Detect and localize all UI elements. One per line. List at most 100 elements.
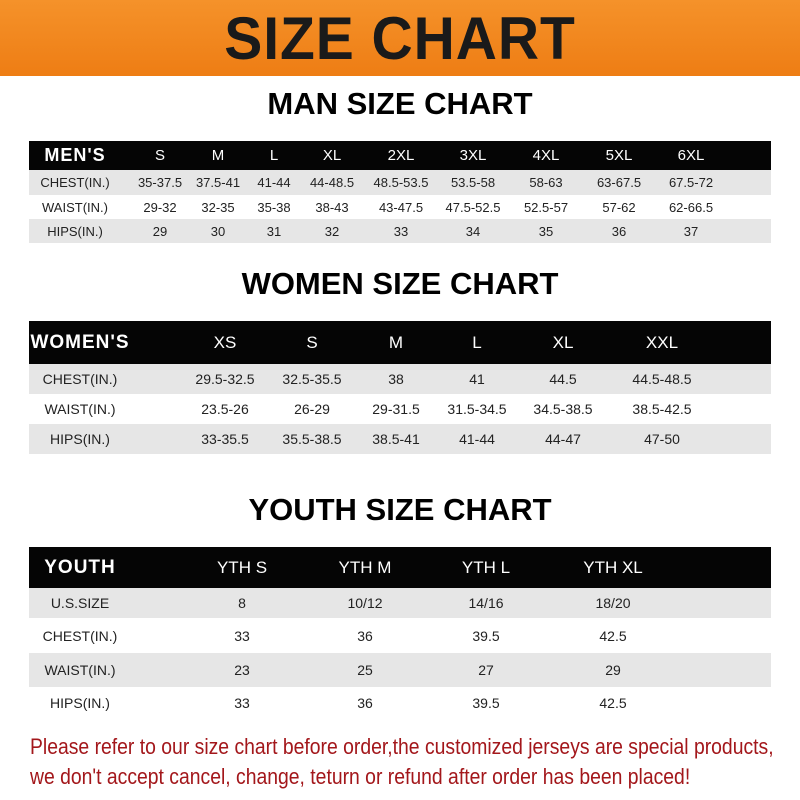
measurement-label: WAIST(IN.) xyxy=(42,199,108,215)
size-header-cell: XL xyxy=(552,332,574,352)
measurement-value: 10/12 xyxy=(347,595,383,611)
measurement-value: 29 xyxy=(605,662,621,678)
measurement-value: 29-32 xyxy=(143,199,177,215)
measurement-value: 23 xyxy=(234,662,250,678)
size-header-cell: XL xyxy=(322,147,342,164)
measurement-value: 34.5-38.5 xyxy=(533,401,593,417)
youth-section-title: YOUTH SIZE CHART xyxy=(248,492,552,527)
table-row: WAIST(IN.) 29-32 32-35 35-38 38-43 43-47.5 47.… xyxy=(29,195,771,219)
women-section-title: WOMEN SIZE CHART xyxy=(241,266,559,301)
measurement-value: 34 xyxy=(465,223,481,239)
measurement-label: HIPS(IN.) xyxy=(50,431,110,447)
measurement-value: 38.5-42.5 xyxy=(632,401,692,417)
measurement-value: 52.5-57 xyxy=(523,199,569,215)
size-header-cell: M xyxy=(388,332,404,352)
measurement-label: WAIST(IN.) xyxy=(44,662,116,678)
table-row: WAIST(IN.) 23 25 27 29 xyxy=(29,653,771,687)
measurement-value: 43-47.5 xyxy=(378,199,424,215)
measurement-label: HIPS(IN.) xyxy=(47,223,103,239)
size-header-cell: 3XL xyxy=(459,147,487,164)
measurement-value: 44-48.5 xyxy=(309,175,355,190)
measurement-value: 41 xyxy=(469,371,485,387)
measurement-label: CHEST(IN.) xyxy=(40,175,110,190)
size-header-cell: YTH S xyxy=(216,557,268,577)
measurement-value: 23.5-26 xyxy=(201,401,249,417)
size-header-cell: S xyxy=(306,332,318,352)
table-row: CHEST(IN.) 33 36 39.5 42.5 xyxy=(29,618,771,653)
measurement-value: 44.5-48.5 xyxy=(632,371,692,387)
measurement-value: 32 xyxy=(324,223,340,239)
table-row: CHEST(IN.) 35-37.5 37.5-41 41-44 44-48.5 48.5… xyxy=(29,170,771,195)
size-header-cell: S xyxy=(154,147,166,164)
measurement-value: 33 xyxy=(393,223,409,239)
measurement-value: 41-44 xyxy=(459,431,495,447)
measurement-value: 14/16 xyxy=(468,595,504,611)
measurement-value: 36 xyxy=(357,694,373,711)
men-section-title: MAN SIZE CHART xyxy=(267,86,533,121)
measurement-value: 62-66.5 xyxy=(668,199,714,215)
measurement-value: 31 xyxy=(266,223,282,239)
measurement-value: 67.5-72 xyxy=(668,175,714,190)
table-row: HIPS(IN.) 33-35.5 35.5-38.5 38.5-41 41-44 44-… xyxy=(29,424,771,454)
measurement-value: 30 xyxy=(210,223,226,239)
youth-header-row: YOUTH YTH S YTH M YTH L YTH XL xyxy=(29,547,771,588)
table-title-cell: YOUTH xyxy=(44,556,116,578)
size-header-cell: 2XL xyxy=(387,147,415,164)
measurement-value: 32.5-35.5 xyxy=(282,371,342,387)
measurement-value: 35 xyxy=(538,223,554,239)
banner-title: SIZE CHART xyxy=(224,5,576,72)
measurement-value: 36 xyxy=(357,627,373,644)
measurement-value: 36 xyxy=(611,223,627,239)
measurement-value: 41-44 xyxy=(257,175,291,190)
size-chart-banner: SIZE CHART xyxy=(0,0,800,76)
size-header-cell: XS xyxy=(213,332,237,352)
measurement-value: 57-62 xyxy=(602,199,636,215)
table-title-cell: MEN'S xyxy=(44,145,106,165)
measurement-value: 47.5-52.5 xyxy=(445,199,501,215)
size-header-cell: YTH XL xyxy=(583,557,643,577)
measurement-value: 27 xyxy=(478,662,494,678)
measurement-value: 35-38 xyxy=(257,199,291,215)
women-header-row: WOMEN'S XS S M L XL XXL xyxy=(29,321,771,364)
measurement-value: 33 xyxy=(234,627,250,644)
measurement-value: 31.5-34.5 xyxy=(447,401,507,417)
measurement-value: 38 xyxy=(388,371,404,387)
notice-line-1: Please refer to our size chart before or… xyxy=(30,734,774,759)
measurement-value: 63-67.5 xyxy=(596,175,642,190)
measurement-value: 38-43 xyxy=(315,199,349,215)
table-row: U.S.SIZE 8 10/12 14/16 18/20 xyxy=(29,588,771,618)
measurement-label: HIPS(IN.) xyxy=(50,694,110,711)
measurement-value: 35.5-38.5 xyxy=(282,431,342,447)
measurement-value: 32-35 xyxy=(201,199,235,215)
table-row: HIPS(IN.) 29 30 31 32 33 34 35 36 37 xyxy=(29,219,771,243)
men-header-row: MEN'S S M L XL 2XL 3XL 4XL 5XL 6XL xyxy=(29,141,771,170)
size-header-cell: 4XL xyxy=(532,147,560,164)
measurement-value: 53.5-58 xyxy=(450,175,496,190)
table-row: HIPS(IN.) 33 36 39.5 42.5 xyxy=(29,687,771,718)
measurement-value: 37 xyxy=(683,223,699,239)
measurement-value: 26-29 xyxy=(294,401,330,417)
measurement-value: 18/20 xyxy=(595,595,631,611)
measurement-value: 39.5 xyxy=(472,627,500,644)
measurement-value: 29-31.5 xyxy=(372,401,420,417)
measurement-value: 42.5 xyxy=(599,627,627,644)
size-header-cell: YTH M xyxy=(338,557,392,577)
size-header-cell: YTH L xyxy=(461,557,511,577)
size-header-cell: 6XL xyxy=(677,147,705,164)
measurement-label: CHEST(IN.) xyxy=(42,627,118,644)
measurement-value: 44.5 xyxy=(549,371,577,387)
measurement-label: WAIST(IN.) xyxy=(44,401,116,417)
measurement-value: 39.5 xyxy=(472,694,500,711)
measurement-value: 35-37.5 xyxy=(137,175,183,190)
measurement-value: 38.5-41 xyxy=(372,431,420,447)
measurement-value: 47-50 xyxy=(644,431,680,447)
measurement-value: 29 xyxy=(152,223,168,239)
measurement-label: U.S.SIZE xyxy=(50,595,110,611)
table-title-cell: WOMEN'S xyxy=(30,331,130,353)
size-header-cell: XXL xyxy=(645,332,679,352)
size-header-cell: 5XL xyxy=(605,147,633,164)
measurement-value: 8 xyxy=(238,595,246,611)
measurement-value: 29.5-32.5 xyxy=(195,371,255,387)
notice-line-2: we don't accept cancel, change, teturn o… xyxy=(30,764,691,789)
measurement-value: 58-63 xyxy=(529,175,563,190)
